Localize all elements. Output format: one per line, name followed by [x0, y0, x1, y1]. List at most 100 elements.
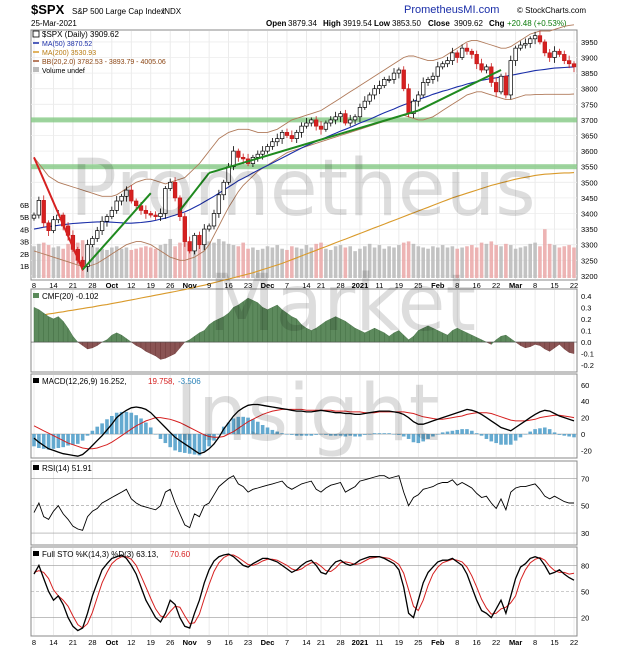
- macd-histogram-bar: [290, 434, 294, 435]
- candle-body: [479, 63, 484, 71]
- volume-bar: [217, 238, 221, 278]
- candle-body: [216, 194, 222, 214]
- candle-body: [299, 125, 304, 133]
- legend-volume: Volume undef: [42, 68, 85, 75]
- candle-body: [537, 35, 543, 43]
- x-tick-price: 8: [32, 281, 36, 290]
- macd-histogram-bar: [299, 434, 304, 436]
- macd-histogram-bar: [538, 428, 542, 435]
- chg-label: Chg: [489, 19, 505, 28]
- macd-line: [33, 403, 575, 457]
- volume-bar: [37, 243, 41, 278]
- price-tick-label: 3700: [581, 116, 598, 125]
- volume-bar: [187, 247, 192, 278]
- trend-line: [208, 109, 419, 174]
- volume-bar: [270, 247, 275, 278]
- volume-bar: [148, 247, 153, 278]
- macd-histogram-bar: [158, 434, 163, 439]
- ohlc-readout: Open 3879.34 High 3919.54 Low 3853.50 Cl…: [266, 19, 567, 28]
- candle-body: [406, 88, 411, 115]
- rsi-line: [33, 475, 574, 531]
- candle-body: [260, 150, 265, 155]
- volume-bar: [382, 248, 387, 278]
- volume-bar: [105, 249, 109, 278]
- volume-bar: [163, 243, 168, 278]
- volume-bar: [221, 241, 226, 278]
- ma200-line: [33, 172, 575, 317]
- x-tick-bottom: 21: [317, 638, 325, 647]
- volume-bar: [168, 238, 173, 278]
- candle-body: [192, 234, 197, 252]
- candle-body: [85, 244, 90, 267]
- open-value: 3879.34: [288, 19, 317, 28]
- cmf-area-segment: [87, 341, 93, 350]
- macd-tick-label: 0: [581, 430, 585, 439]
- volume-bar: [324, 248, 328, 278]
- macd-tick-label: 20: [581, 414, 589, 423]
- price-tick-label: 3950: [581, 38, 598, 47]
- candle-body: [484, 66, 489, 71]
- volume-bar: [66, 243, 70, 278]
- price-tick-label: 3750: [581, 100, 598, 109]
- candle-body: [211, 213, 217, 227]
- x-tick-price: Dec: [261, 281, 275, 290]
- macd-histogram-bar: [66, 434, 70, 446]
- x-tick-bottom: 25: [414, 638, 422, 647]
- sto-tick-label: 50: [581, 588, 589, 597]
- candle-body: [51, 219, 56, 231]
- cmf-area-segment: [48, 316, 54, 343]
- candle-body: [289, 135, 294, 139]
- candle-body: [528, 38, 533, 44]
- cmf-tick-label: -0.2: [581, 361, 594, 370]
- close-label: Close: [428, 19, 450, 28]
- x-tick-bottom: 22: [492, 638, 500, 647]
- macd-histogram-bar: [513, 434, 518, 441]
- volume-bar: [479, 242, 484, 278]
- x-tick-bottom: 2021: [352, 638, 369, 647]
- macd-histogram-bar: [285, 434, 289, 435]
- x-tick-price: 22: [570, 281, 578, 290]
- candle-body: [357, 107, 363, 118]
- macd-panel: [30, 373, 578, 459]
- x-tick-bottom: 19: [147, 638, 155, 647]
- macd-histogram-bar: [90, 430, 95, 435]
- legend-price: $SPX (Daily) 3909.62: [42, 30, 119, 39]
- macd-histogram-bar: [343, 434, 348, 437]
- macd-histogram-bar: [338, 434, 343, 436]
- volume-bar: [508, 245, 513, 278]
- macd-histogram-bar: [168, 434, 173, 448]
- site-link[interactable]: PrometheusMI.com: [404, 4, 499, 16]
- volume-tick-label: 3B: [20, 238, 29, 247]
- candle-body: [532, 35, 538, 40]
- candle-body: [386, 79, 392, 81]
- candle-body: [221, 181, 226, 196]
- volume-bar: [435, 247, 440, 278]
- volume-bar: [533, 242, 537, 278]
- macd-signal-label: 19.758,: [148, 377, 175, 386]
- macd-histogram-bar: [100, 423, 104, 435]
- high-value: 3919.54: [343, 19, 372, 28]
- price-tick-label: 3400: [581, 209, 598, 218]
- candle-body: [508, 60, 513, 96]
- volume-bar: [513, 248, 518, 278]
- x-tick-price: 14: [302, 281, 310, 290]
- x-tick-bottom: 16: [473, 638, 481, 647]
- legend-ma50: MA(50) 3870.52: [42, 41, 92, 48]
- candle-body: [352, 116, 358, 121]
- index-name: S&P 500 Large Cap Index: [72, 7, 165, 16]
- candle-body: [421, 82, 426, 96]
- indicator-labels: CMF(20) -0.102 MACD(12,26,9) 16.252, 19.…: [33, 292, 201, 559]
- volume-bar: [71, 241, 75, 278]
- macd-histogram-bar: [479, 434, 484, 436]
- volume-bar: [129, 249, 134, 278]
- x-tick-price: 9: [207, 281, 211, 290]
- candle-body: [547, 52, 552, 58]
- candle-body: [425, 79, 431, 83]
- x-tick-price: 8: [455, 281, 459, 290]
- volume-bar: [51, 247, 56, 278]
- macd-histogram-bar: [411, 434, 416, 443]
- candle-body: [202, 228, 207, 246]
- x-tick-bottom: 9: [207, 638, 211, 647]
- macd-histogram-bar: [377, 433, 382, 435]
- macd-histogram-bar: [202, 434, 207, 452]
